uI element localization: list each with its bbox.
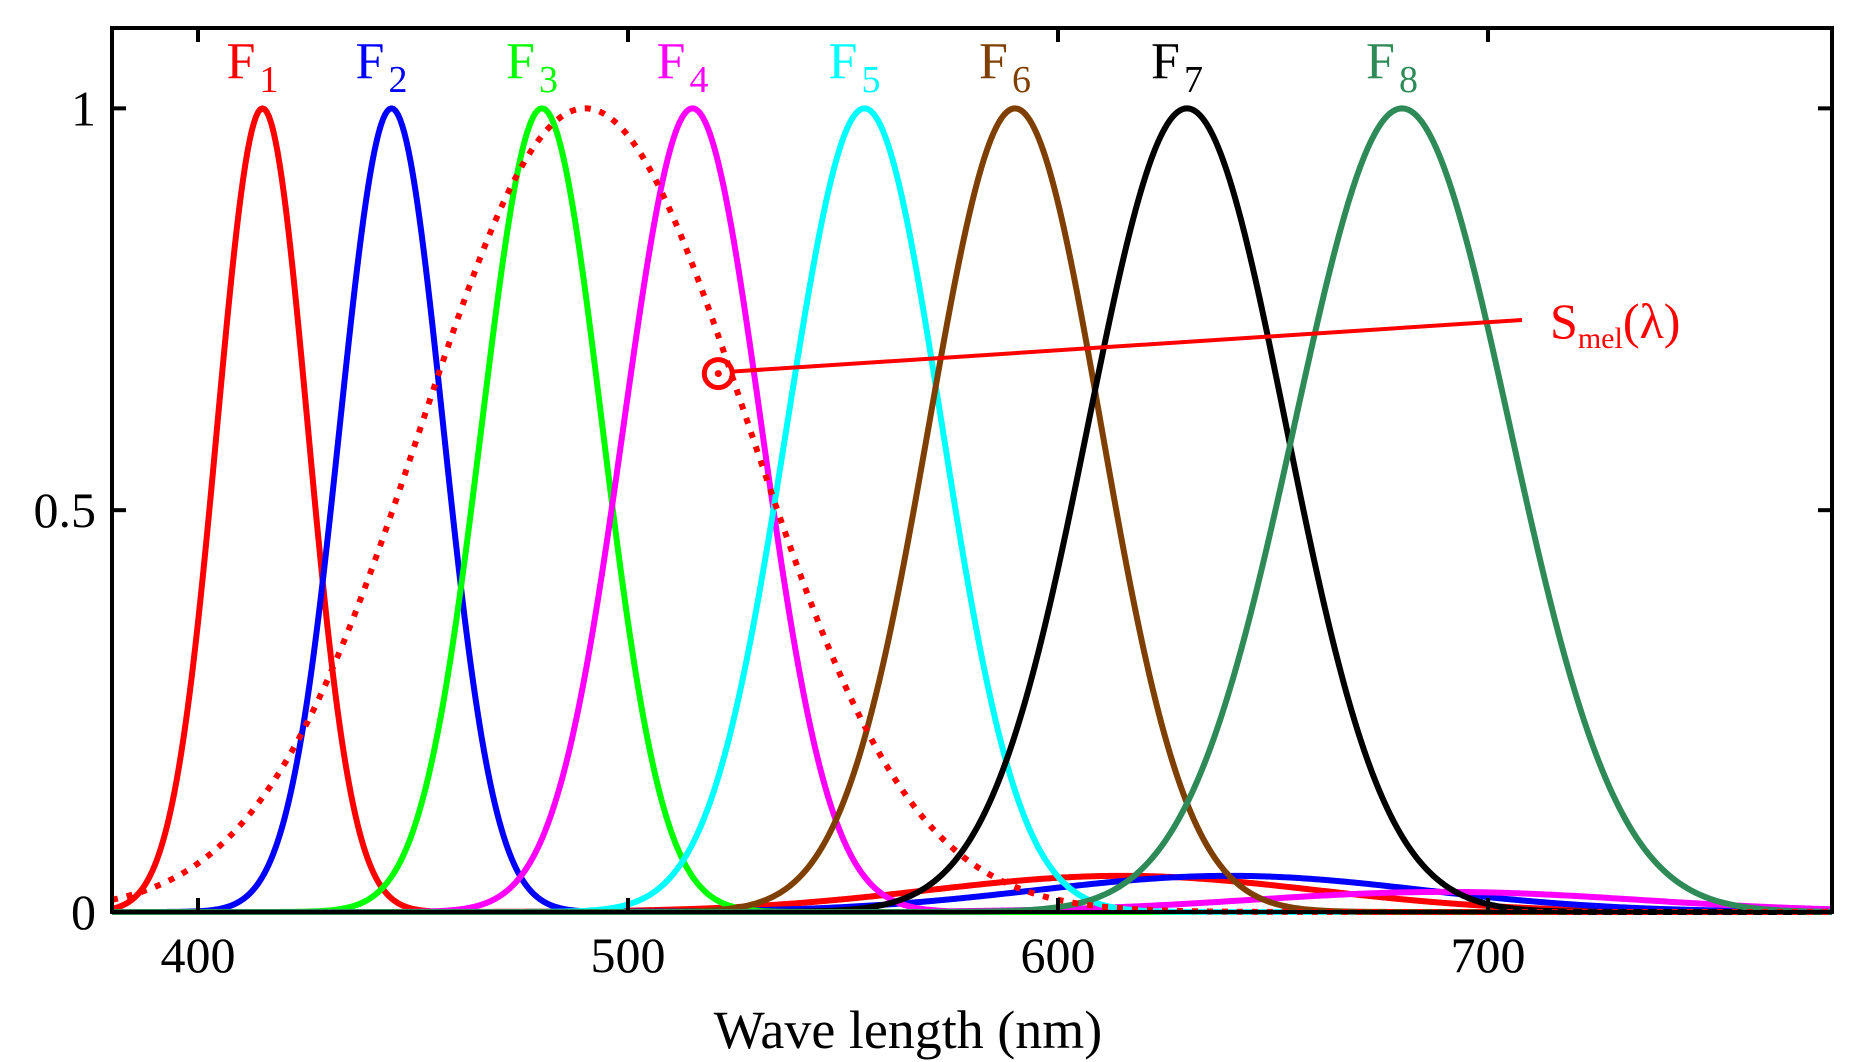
axes-layer: 400 500 600 700 0 0.5 1 bbox=[34, 26, 1834, 983]
series-line-f2 bbox=[111, 105, 1833, 915]
x-tick-label-600: 600 bbox=[1021, 927, 1096, 983]
y-tick-label-2: 1 bbox=[71, 80, 96, 136]
y-tick-label-1: 0.5 bbox=[34, 482, 97, 538]
smel-annotation-marker bbox=[701, 357, 735, 391]
x-axis-title: Wave length (nm) bbox=[714, 1000, 1103, 1060]
smel-annotation-dot bbox=[714, 370, 722, 378]
axes-frame bbox=[110, 26, 1834, 914]
x-tick-label-400: 400 bbox=[161, 927, 236, 983]
smel-annotation-label: Smel(λ) bbox=[1550, 293, 1680, 355]
smel-annotation-leader bbox=[732, 318, 1523, 374]
x-tick-label-700: 700 bbox=[1451, 927, 1526, 983]
label-layer: F 1 F 2 F 3 F 4 F 5 F 6 F 7 F 8 Smel(λ) bbox=[227, 33, 1680, 391]
y-tick-label-0: 0 bbox=[71, 884, 96, 940]
x-tick-label-500: 500 bbox=[591, 927, 666, 983]
